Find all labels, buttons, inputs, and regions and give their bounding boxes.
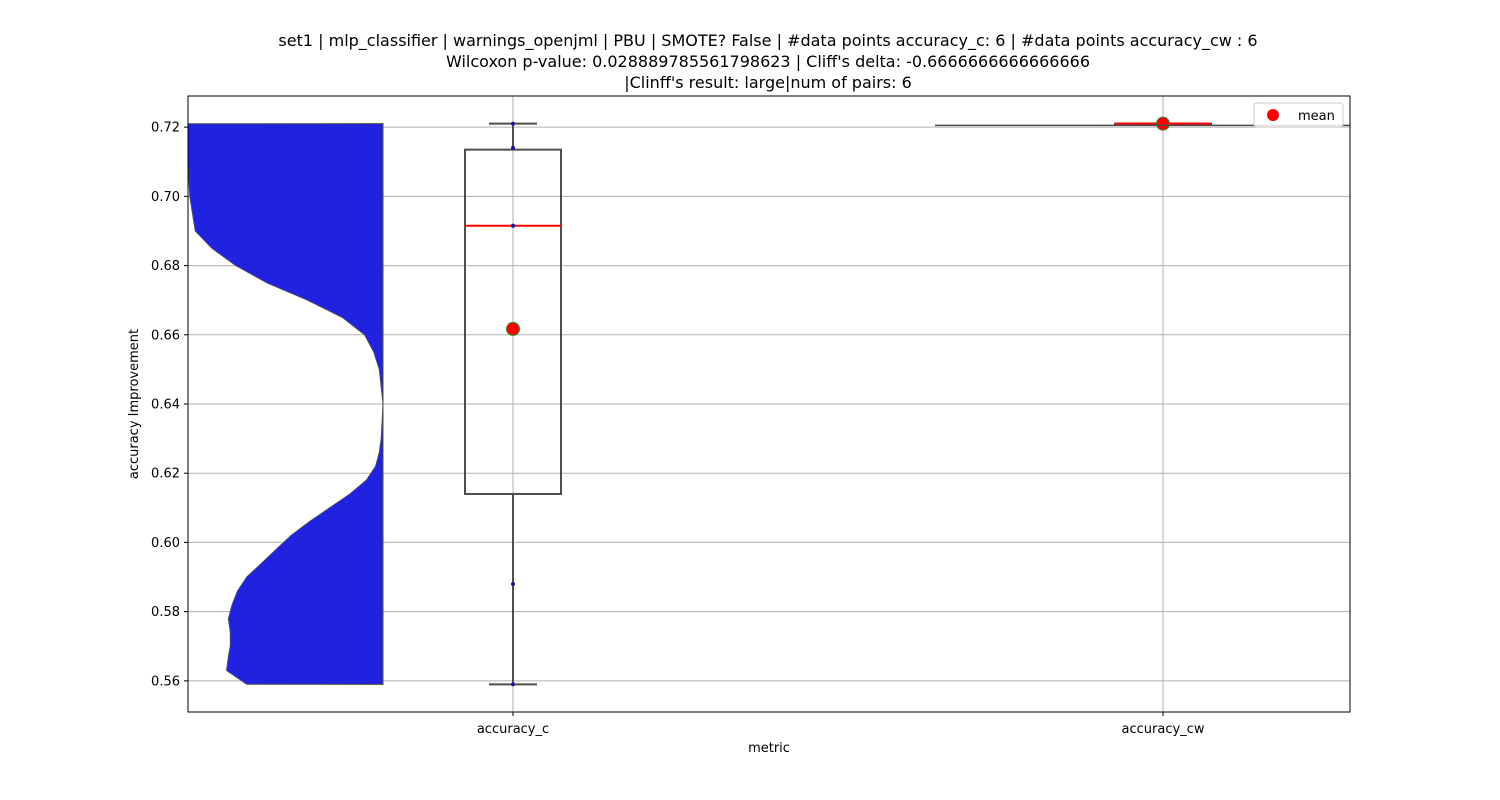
y-tick-label: 0.68 — [151, 259, 180, 274]
y-tick-label: 0.72 — [151, 121, 180, 136]
box-iqr — [464, 148, 562, 495]
y-tick-label: 0.64 — [151, 398, 180, 413]
axes-frame — [187, 95, 1351, 713]
y-axis-label: accuracy Improvement — [127, 329, 142, 479]
title-line-2: Wilcoxon p-value: 0.028889785561798623 |… — [446, 52, 1090, 71]
x-tick-label: accuracy_c — [477, 722, 549, 737]
mean-marker — [1156, 116, 1170, 131]
y-tick-label: 0.60 — [151, 536, 180, 551]
data-point — [511, 581, 515, 586]
title-line-1: set1 | mlp_classifier | warnings_openjml… — [278, 31, 1257, 51]
y-tick-label: 0.66 — [151, 328, 180, 343]
mean-marker — [506, 321, 520, 336]
legend-mean-label: mean — [1298, 109, 1335, 124]
y-tick-label: 0.70 — [151, 190, 180, 205]
data-point — [511, 223, 515, 228]
title-line-3: |Clinff's result: large|num of pairs: 6 — [624, 73, 912, 92]
data-point — [511, 121, 515, 126]
data-point — [511, 145, 515, 150]
legend: mean — [1253, 102, 1344, 128]
data-point — [511, 682, 515, 687]
legend-frame — [1253, 102, 1344, 128]
plot-area: 0.56 0.58 0.60 0.62 0.64 0.66 0.68 0.70 0.72 accu… — [151, 95, 1351, 737]
violin-body — [187, 123, 384, 685]
x-axis-label: metric — [748, 741, 790, 756]
y-tick-label: 0.58 — [151, 605, 180, 620]
y-tick-label: 0.62 — [151, 467, 180, 482]
legend-mean-marker — [1267, 109, 1279, 121]
y-tick-label: 0.56 — [151, 674, 180, 689]
x-tick-label: accuracy_cw — [1122, 722, 1205, 737]
